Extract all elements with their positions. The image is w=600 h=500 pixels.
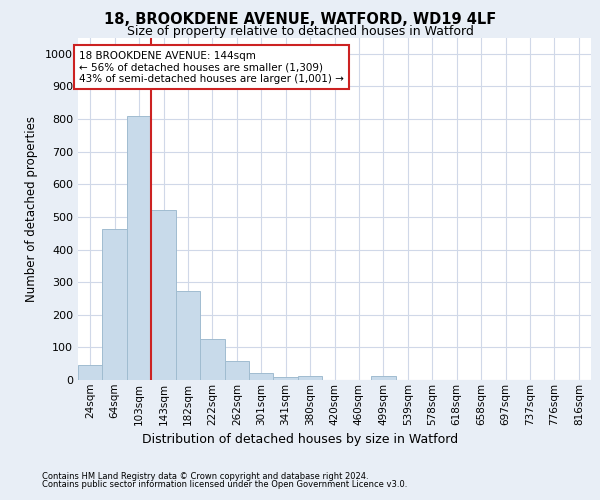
Text: 18 BROOKDENE AVENUE: 144sqm
← 56% of detached houses are smaller (1,309)
43% of : 18 BROOKDENE AVENUE: 144sqm ← 56% of det… <box>79 50 344 84</box>
Bar <box>151 210 176 380</box>
Text: Contains HM Land Registry data © Crown copyright and database right 2024.: Contains HM Land Registry data © Crown c… <box>42 472 368 481</box>
Bar <box>298 376 322 380</box>
Text: Distribution of detached houses by size in Watford: Distribution of detached houses by size … <box>142 433 458 446</box>
Bar <box>224 362 249 380</box>
Text: Contains public sector information licensed under the Open Government Licence v3: Contains public sector information licen… <box>42 480 407 489</box>
Bar <box>78 365 103 380</box>
Bar <box>127 116 151 380</box>
Bar <box>103 230 127 380</box>
Bar <box>274 376 298 380</box>
Bar <box>200 339 224 380</box>
Text: 18, BROOKDENE AVENUE, WATFORD, WD19 4LF: 18, BROOKDENE AVENUE, WATFORD, WD19 4LF <box>104 12 496 28</box>
Bar <box>249 373 274 380</box>
Bar <box>371 376 395 380</box>
Y-axis label: Number of detached properties: Number of detached properties <box>25 116 38 302</box>
Text: Size of property relative to detached houses in Watford: Size of property relative to detached ho… <box>127 25 473 38</box>
Bar <box>176 292 200 380</box>
